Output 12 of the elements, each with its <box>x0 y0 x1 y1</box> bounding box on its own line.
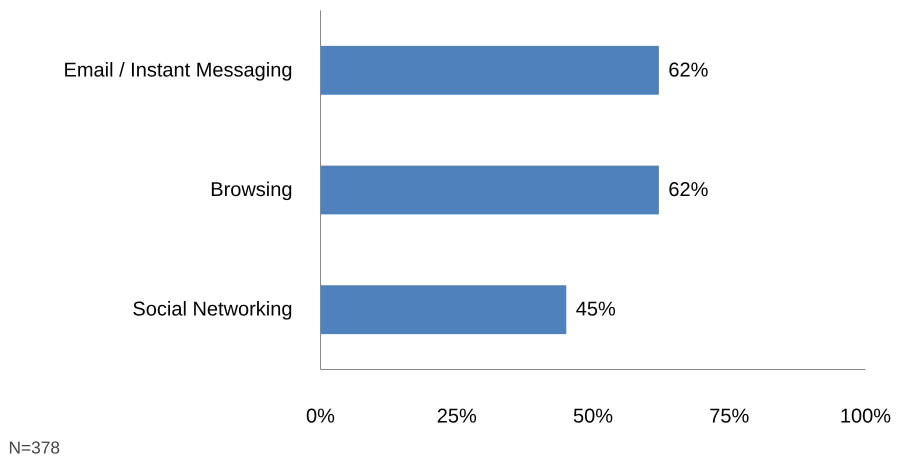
text: N=378 <box>8 438 60 458</box>
y-tick-label: Social Networking <box>132 298 293 321</box>
data-label: 62% <box>668 59 709 82</box>
x-tick-label: 100% <box>840 406 892 428</box>
x-tick-label: 75% <box>709 406 750 428</box>
y-tick-label: Browsing <box>210 179 293 201</box>
x-tick-label: 50% <box>572 406 614 428</box>
y-tick-label: Email / Instant Messaging <box>64 59 293 82</box>
x-tick-label: 25% <box>436 406 477 428</box>
data-label: 62% <box>668 179 709 201</box>
x-tick-label: 0% <box>306 406 336 428</box>
data-label: 45% <box>576 298 616 321</box>
